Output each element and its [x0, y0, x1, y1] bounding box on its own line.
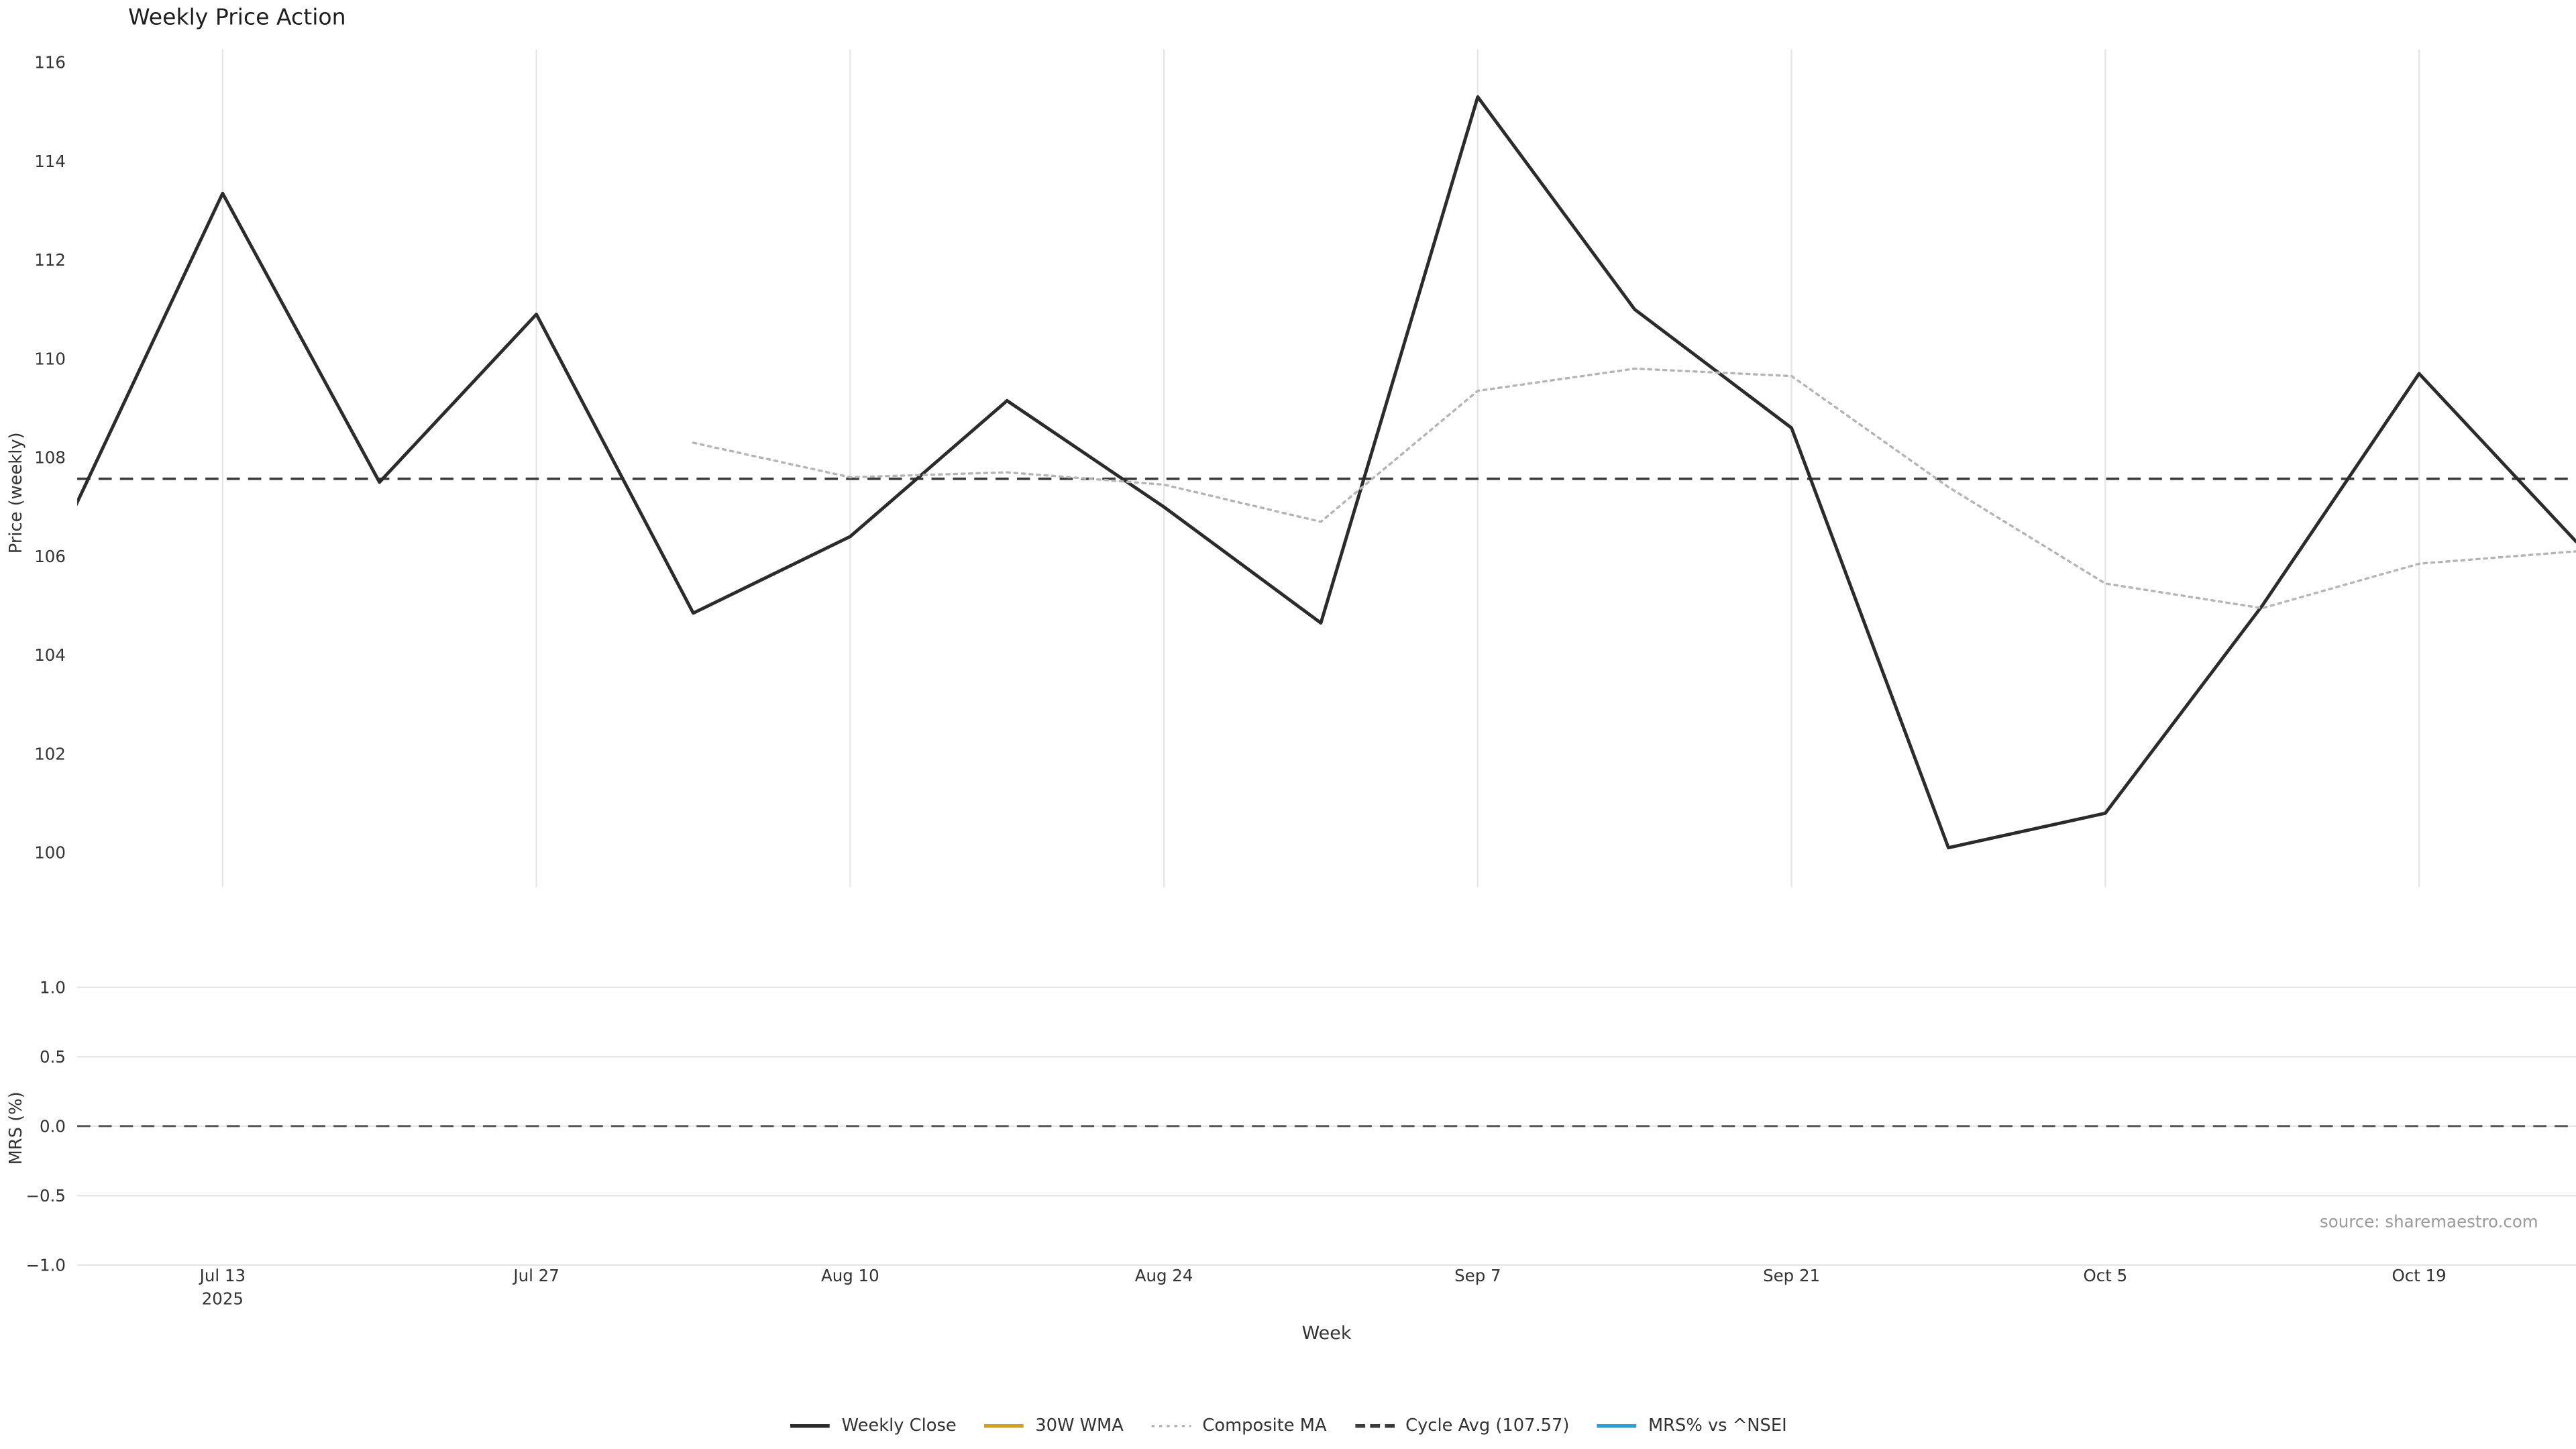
price-tick-label: 102: [34, 744, 66, 763]
price-tick-label: 112: [34, 250, 66, 270]
legend-item-mrs-vs-nsei: MRS% vs ^NSEI: [1596, 1416, 1787, 1436]
mrs-tick-label: −0.5: [26, 1186, 66, 1205]
price-tick-label: 116: [34, 53, 66, 72]
legend-swatch: [1597, 1424, 1637, 1428]
date-tick-year: 2025: [202, 1289, 244, 1308]
legend-label: Cycle Avg (107.57): [1405, 1416, 1570, 1436]
legend-swatch: [984, 1424, 1024, 1428]
date-tick-label: Aug 10: [821, 1266, 879, 1285]
date-tick-label: Oct 5: [2084, 1266, 2128, 1285]
price-tick-label: 110: [34, 349, 66, 368]
mrs-axis-label: MRS (%): [6, 1091, 27, 1165]
legend-swatch: [1151, 1424, 1191, 1428]
date-tick-label: Sep 21: [1763, 1266, 1820, 1285]
mrs-tick-label: −1.0: [26, 1255, 66, 1275]
legend-swatch: [1354, 1424, 1394, 1428]
date-tick-label: Sep 7: [1454, 1266, 1501, 1285]
series-composite-ma: [692, 367, 2576, 610]
price-axis-label: Price (weekly): [6, 432, 27, 554]
legend-label: 30W WMA: [1035, 1416, 1124, 1436]
mrs-tick-label: 0.5: [40, 1047, 66, 1067]
date-tick-label: Oct 19: [2392, 1266, 2447, 1285]
price-tick-label: 106: [34, 547, 66, 566]
legend-label: Weekly Close: [841, 1416, 957, 1436]
legend-item-30w-wma: 30W WMA: [983, 1416, 1124, 1436]
week-axis-label: Week: [1301, 1322, 1352, 1344]
price-tick-label: 104: [34, 645, 66, 665]
price-tick-label: 108: [34, 448, 66, 468]
chart-title: Weekly Price Action: [128, 5, 346, 32]
chart-legend: Weekly Close 30W WMA Composite MA Cycle Avg…: [0, 1416, 2576, 1436]
legend-item-composite-ma: Composite MA: [1150, 1416, 1327, 1436]
price-tick-label: 100: [34, 843, 66, 863]
source-credit: source: sharemaestro.com: [2319, 1214, 2538, 1232]
date-tick-label: Aug 24: [1135, 1266, 1193, 1285]
legend-item-weekly-close: Weekly Close: [789, 1416, 957, 1436]
series-group: [77, 95, 2576, 850]
date-tick-label: Jul 27: [512, 1266, 559, 1285]
legend-label: MRS% vs ^NSEI: [1648, 1416, 1787, 1436]
price-tick-label: 114: [34, 152, 66, 171]
legend-swatch: [790, 1424, 830, 1428]
legend-item-cycle-avg-107-57-: Cycle Avg (107.57): [1353, 1416, 1570, 1436]
mrs-tick-label: 0.0: [40, 1116, 66, 1136]
series-weekly-close: [77, 95, 2576, 850]
mrs-tick-label: 1.0: [40, 977, 66, 997]
date-tick-label: Jul 13: [199, 1266, 246, 1285]
legend-label: Composite MA: [1202, 1416, 1327, 1436]
